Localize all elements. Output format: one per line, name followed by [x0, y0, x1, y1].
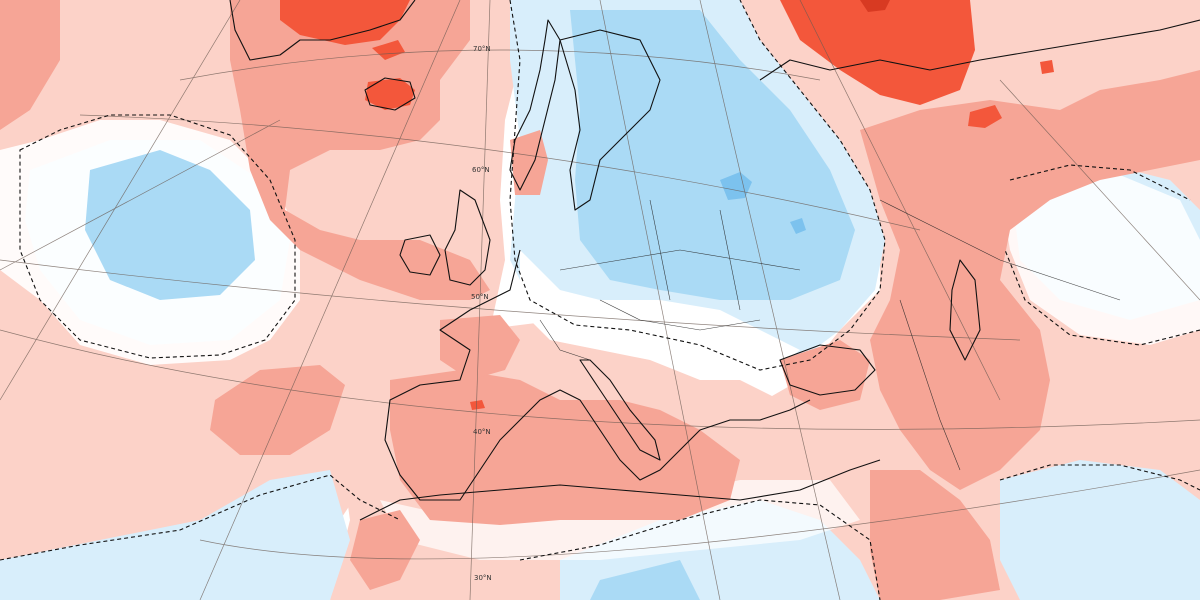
warm-strong-siberia [780, 0, 975, 105]
meridian-1 [199, 0, 461, 600]
meridian-8 [0, 119, 281, 271]
meridian-7 [0, 0, 241, 401]
warm-strong-greenland-east [372, 40, 405, 60]
coast-greenland [229, 0, 416, 61]
border-5 [539, 319, 591, 361]
parallel-40n [0, 329, 1200, 430]
parallel-70n [179, 49, 821, 81]
lat-label-60: 60°N [472, 166, 490, 174]
coast-north-africa [359, 459, 881, 521]
cool-region-southeast [1000, 460, 1200, 600]
coast-ireland [399, 234, 441, 276]
meridian-3 [599, 0, 721, 600]
neutral-band-central-europe [520, 250, 800, 380]
cool-mid-south [590, 560, 700, 600]
warm-anomaly-strong-layer [280, 0, 1054, 410]
meridian-5 [799, 0, 1001, 401]
lat-label-30: 30°N [474, 574, 492, 582]
borders [539, 199, 1121, 471]
coastlines [229, 0, 1200, 521]
warm-mid-east-large [860, 70, 1200, 490]
warm-mid-greenland-iceland [230, 0, 490, 300]
lat-label-70: 70°N [473, 45, 491, 53]
warm-mid-south-west [350, 510, 420, 590]
warm-strong-spain-dot [470, 400, 485, 410]
warm-mid-france [440, 315, 520, 380]
contour-east [1004, 164, 1200, 346]
contour-atlantic [19, 114, 296, 359]
coast-britain [444, 189, 491, 286]
coast-caspian [949, 259, 981, 361]
cool-strong-russia-2 [790, 218, 806, 234]
cool-mid-scandinavia-russia [570, 10, 855, 300]
cool-region-south-west [0, 470, 350, 600]
cool-strong-russia [720, 172, 752, 200]
cool-anomaly-strong-layer [720, 172, 806, 234]
parallel-50n [0, 259, 1021, 341]
contour-southeast [999, 464, 1200, 491]
border-6 [879, 199, 1121, 301]
meridian-6 [999, 79, 1200, 301]
warm-strong-iceland [365, 78, 415, 110]
border-1 [559, 249, 801, 271]
warm-mid-west-edge [0, 0, 60, 130]
lat-label-40: 40°N [473, 428, 491, 436]
coast-sweden-finland [559, 29, 661, 211]
neutral-band-east [1000, 170, 1200, 345]
coast-italy [579, 359, 661, 461]
parallel-60n [79, 114, 921, 231]
meridian-2 [469, 0, 491, 600]
meridian-4 [699, 0, 841, 600]
latitude-labels: 70°N 60°N 50°N 40°N 30°N [471, 45, 492, 582]
warm-mid-central-east [780, 340, 870, 410]
coast-iceland [364, 77, 416, 111]
border-3 [649, 199, 671, 301]
warm-mid-north-africa [870, 470, 1000, 600]
warm-strong-greenland-south [280, 0, 410, 45]
lat-label-50: 50°N [471, 293, 489, 301]
border-4 [719, 209, 741, 311]
warm-strong-urals [968, 105, 1002, 128]
coast-norway [509, 19, 561, 191]
contour-scandinavia [509, 0, 886, 371]
warm-strong-east-dot [1040, 60, 1054, 74]
coast-black-sea [779, 344, 876, 396]
coast-arctic-russia [759, 19, 1200, 81]
border-7 [899, 299, 961, 471]
coast-europe-west [384, 249, 811, 501]
warm-mid-atlantic-south [210, 365, 345, 455]
contour-south [0, 474, 881, 600]
warm-strong-siberia-darkest [860, 0, 890, 12]
border-2 [599, 299, 761, 331]
parallel-30n [199, 469, 1200, 560]
